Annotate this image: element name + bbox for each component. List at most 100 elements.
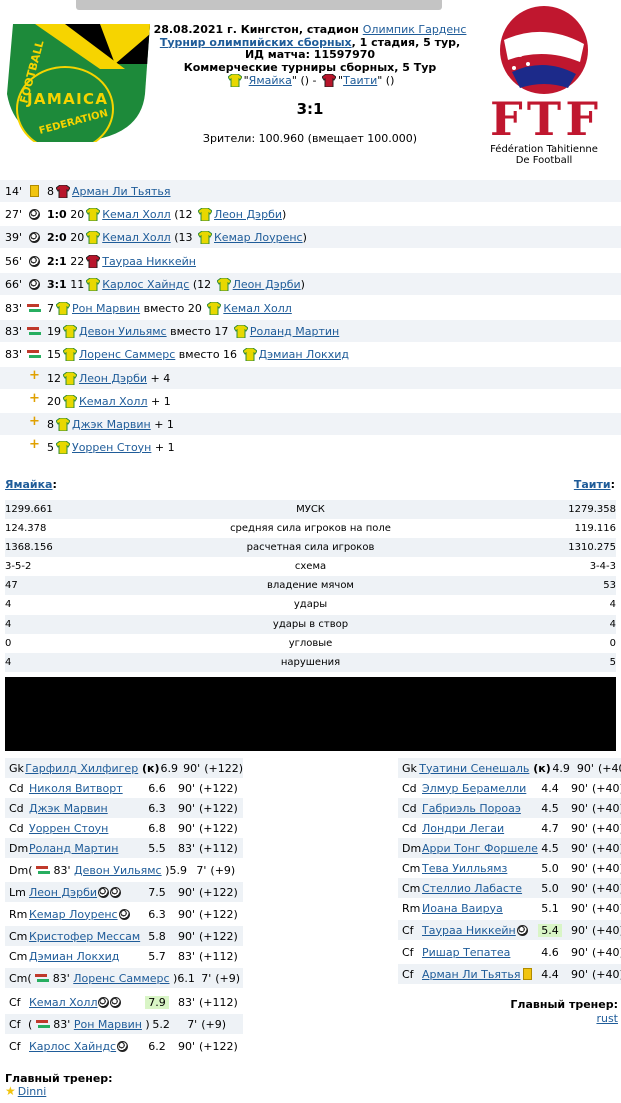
event-row: 20 Кемал Холл + 1 <box>0 390 621 412</box>
event-player-link[interactable]: Леон Дэрби <box>79 371 148 385</box>
player-link[interactable]: Кристофер Мессам <box>29 929 141 943</box>
stat-label: угловые <box>288 638 333 649</box>
event-player2-link[interactable]: Дэмиан Локхид <box>258 347 349 361</box>
attendance-label: Зрители: <box>202 132 256 145</box>
player-link[interactable]: Ришар Тепатеа <box>422 945 511 959</box>
stat-away-value: 3-4-3 <box>589 561 616 572</box>
event-assist-link[interactable]: Леон Дэрби <box>214 207 283 221</box>
player-position: Cd <box>402 781 417 795</box>
away-team-link[interactable]: Таити <box>343 74 378 87</box>
player-link[interactable]: Карлос Хайндс <box>29 1039 117 1053</box>
event-assist-link[interactable]: Кемар Лоуренс <box>214 230 303 244</box>
home-coach-link[interactable]: Dinni <box>17 1085 47 1098</box>
event-sub-mid: вместо 16 <box>175 347 241 361</box>
player-rating: 6.1 <box>177 971 195 985</box>
home-team-link[interactable]: Ямайка <box>248 74 292 87</box>
away-coach-link[interactable]: rust <box>596 1012 618 1025</box>
player-link[interactable]: Дэмиан Локхид <box>29 949 120 963</box>
lineup-row: Cf Таураа Никкейн 5.4 90' (+40) <box>398 920 621 940</box>
lineup-row: Cd Габриэль Пороаэ 4.5 90' (+40) <box>398 798 621 818</box>
stats-home-team-link[interactable]: Ямайка <box>5 478 53 491</box>
player-minutes: 90' <box>183 761 201 775</box>
event-player-link[interactable]: Джэк Марвин <box>72 417 151 431</box>
event-sub-mid: вместо 20 <box>140 301 206 315</box>
player-link[interactable]: Уоррен Стоун <box>29 821 109 835</box>
event-score: 2:0 <box>47 230 67 244</box>
event-player-link[interactable]: Карлос Хайндс <box>102 277 190 291</box>
stat-away-value: 5 <box>609 657 616 668</box>
player-minutes: 90' <box>570 781 588 795</box>
teams-line: "Ямайка" () - "Таити" () <box>150 74 470 88</box>
match-id: ИД матча: 11597970 <box>244 48 376 61</box>
event-player2-link[interactable]: Кемал Холл <box>223 301 292 315</box>
player-link[interactable]: Николя Витворт <box>29 781 123 795</box>
stat-home-value: 47 <box>5 580 18 591</box>
event-bonus: + 1 <box>151 440 175 454</box>
event-player-link[interactable]: Девон Уильямс <box>79 324 167 338</box>
player-link[interactable]: Роланд Мартин <box>29 841 119 855</box>
player-position: Cf <box>9 1017 21 1031</box>
player-rating: 4.9 <box>552 761 570 775</box>
event-player-link[interactable]: Кемал Холл <box>102 230 171 244</box>
event-player2-link[interactable]: Роланд Мартин <box>249 324 340 338</box>
player-name-cell: Арри Тонг Форшеле <box>422 842 538 855</box>
player-points: (+9) <box>215 971 241 985</box>
event-text: 1:0 20 Кемал Холл (12 Леон Дэрби) <box>47 207 286 221</box>
player-points: (+122) <box>199 929 238 943</box>
player-link[interactable]: Иоана Ваируа <box>422 901 503 915</box>
player-link[interactable]: Кемал Холл <box>29 995 98 1009</box>
event-assist-link[interactable]: Леон Дэрби <box>232 277 301 291</box>
player-link[interactable]: Лоренс Саммерс <box>73 971 170 985</box>
player-link[interactable]: Кемар Лоуренс <box>29 907 118 921</box>
home-shirt-icon <box>63 324 77 338</box>
player-link[interactable]: Арри Тонг Форшеле <box>422 841 538 855</box>
player-link[interactable]: Элмур Берамелли <box>422 781 527 795</box>
lineup-row: Cm Кристофер Мессам 5.8 90' (+122) <box>5 926 243 946</box>
player-link[interactable]: Рон Марвин <box>73 1017 142 1031</box>
player-position: Cm <box>9 949 28 963</box>
player-link[interactable]: Стеллио Лабасте <box>422 881 523 895</box>
event-row: 83' 15 Лоренс Саммерс вместо 16 Дэмиан Лок… <box>0 343 621 365</box>
event-player-link[interactable]: Рон Марвин <box>72 301 141 315</box>
stat-row: 124.378 средняя сила игроков на поле 119.1… <box>5 519 616 538</box>
event-player-link[interactable]: Арман Ли Тьятья <box>72 184 171 198</box>
event-row: 83' 7 Рон Марвин вместо 20 Кемал Холл <box>0 297 621 319</box>
player-link[interactable]: Лондри Легаи <box>422 821 505 835</box>
rating-bonus-icon <box>26 437 42 453</box>
ball-icon <box>110 886 122 898</box>
home-shirt-icon <box>207 301 222 315</box>
tournament-link[interactable]: Турнир олимпийских сборных <box>159 35 352 49</box>
event-player-link[interactable]: Кемал Холл <box>102 207 171 221</box>
player-link[interactable]: Тева Уилльямз <box>422 861 508 875</box>
player-position: Cf <box>9 995 21 1009</box>
player-rating: 5.2 <box>152 1017 170 1031</box>
player-link[interactable]: Туатини Сенешаль <box>419 761 530 775</box>
event-player-link[interactable]: Уоррен Стоун <box>72 440 152 454</box>
stat-label: МУСК <box>296 504 325 515</box>
player-link[interactable]: Габриэль Пороаэ <box>422 801 521 815</box>
home-shirt-icon <box>233 324 248 338</box>
substitution-icon <box>26 325 42 337</box>
event-player-link[interactable]: Кемал Холл <box>79 394 148 408</box>
player-link[interactable]: Гарфилд Хилфигер <box>25 761 139 775</box>
player-link[interactable]: Арман Ли Тьятья <box>422 967 521 981</box>
player-link[interactable]: Девон Уильямс <box>74 863 162 877</box>
stats-away-team-link[interactable]: Таити <box>573 478 611 491</box>
event-assist-post: ) <box>300 277 305 291</box>
stat-row: 4 удары в створ 4 <box>5 615 616 634</box>
event-assist-pre: (13 <box>170 230 196 244</box>
player-rating: 6.3 <box>148 907 166 921</box>
event-player-link[interactable]: Таураа Никкейн <box>102 254 196 268</box>
lineup-row: Cf Кемал Холл 7.9 83' (+112) <box>5 992 243 1012</box>
player-minutes: 7' <box>196 863 207 877</box>
stat-away-value: 53 <box>603 580 616 591</box>
stadium-link[interactable]: Олимпик Гарденс <box>362 23 467 36</box>
player-link[interactable]: Таураа Никкейн <box>422 923 516 937</box>
substitution-icon <box>26 302 42 314</box>
player-link[interactable]: Джэк Марвин <box>29 801 108 815</box>
player-points: (+122) <box>199 907 238 921</box>
player-link[interactable]: Леон Дэрби <box>29 885 98 899</box>
event-player-link[interactable]: Лоренс Саммерс <box>79 347 176 361</box>
attendance: Зрители: 100.960 (вмещает 100.000) <box>150 132 470 145</box>
